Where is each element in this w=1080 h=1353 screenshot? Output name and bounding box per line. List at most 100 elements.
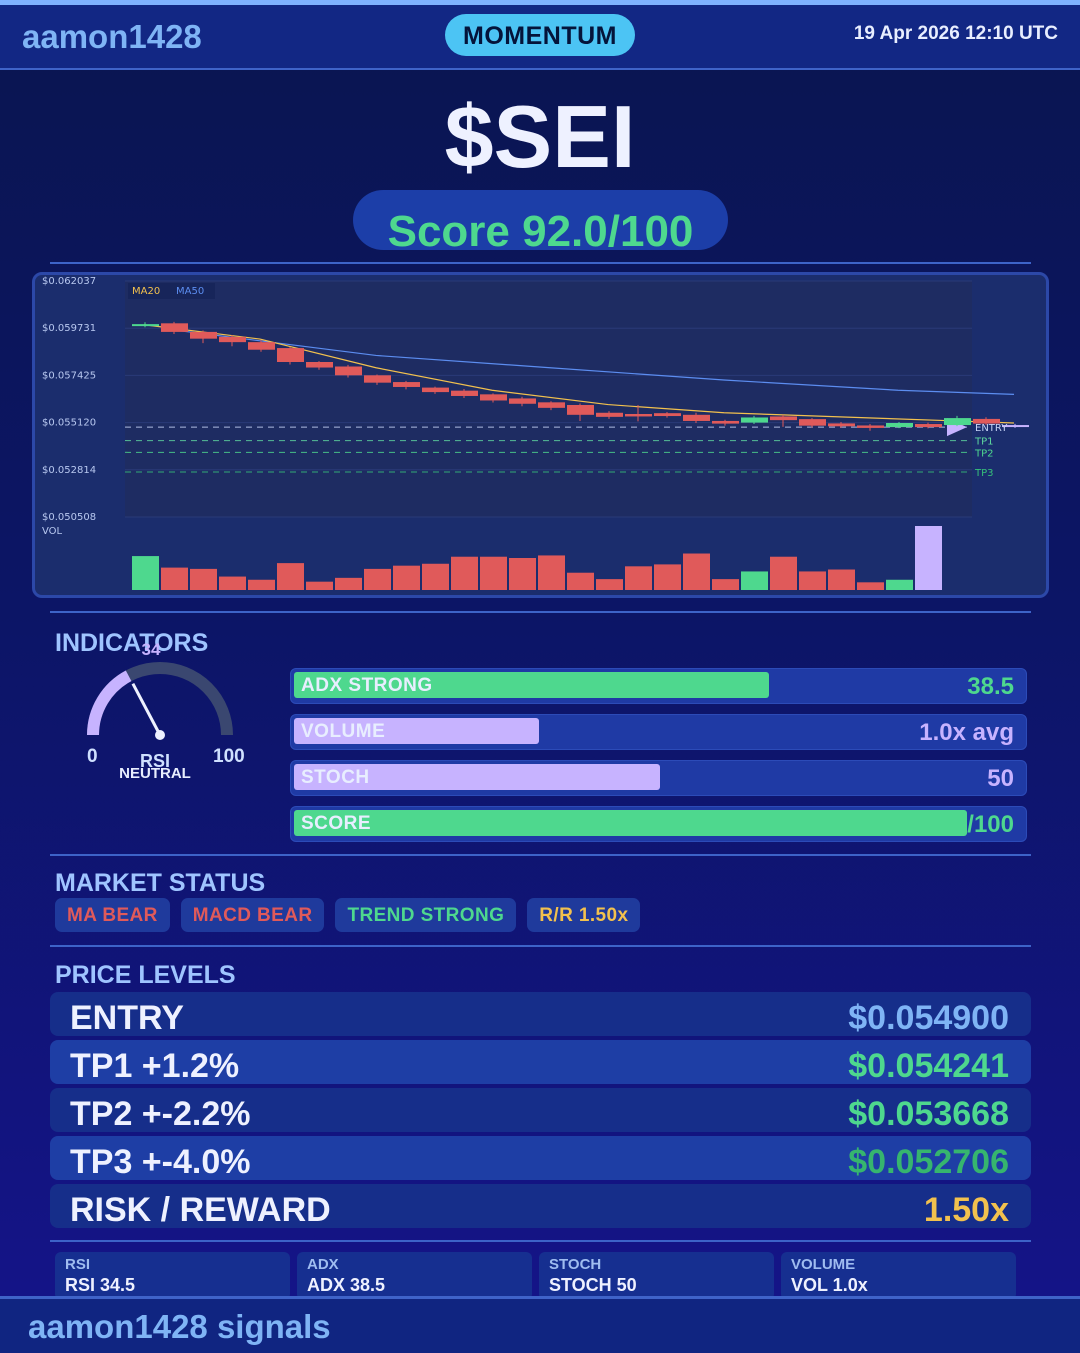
rsi-gauge — [87, 662, 233, 740]
price-chart: $0.062037 $0.059731 $0.057425 $0.055120 $0.0… — [32, 272, 1049, 598]
stat-title: STOCH — [549, 1256, 602, 1273]
volume-bar — [422, 563, 449, 590]
gauge-track — [87, 662, 233, 736]
legend-ma50: MA50 — [176, 286, 204, 297]
price-axis-label: $0.057425 — [42, 370, 96, 381]
chip-macd: MACD BEAR — [180, 898, 325, 932]
level-label-entry: ENTRY — [975, 423, 1008, 434]
volume-bar — [306, 581, 333, 590]
price-levels-title: PRICE LEVELS — [55, 961, 236, 989]
volume-bar — [248, 579, 275, 590]
divider — [50, 1240, 1031, 1242]
row-label: TP1 +1.2% — [70, 1047, 240, 1085]
divider — [50, 262, 1031, 264]
volume-bar — [393, 565, 420, 590]
price-row-tp3: TP3 +-4.0% $0.052706 — [50, 1136, 1031, 1181]
candle — [306, 362, 333, 368]
row-value: $0.053668 — [848, 1095, 1009, 1133]
row-label: TP2 +-2.2% — [70, 1095, 251, 1133]
gauge-max: 100 — [213, 746, 245, 767]
volume-bar — [828, 569, 855, 590]
candle — [567, 404, 594, 415]
candle — [1002, 425, 1029, 428]
volume-bar — [915, 526, 942, 590]
bar-value: 38.5 — [967, 673, 1014, 700]
candle — [422, 387, 449, 393]
candle — [886, 423, 913, 428]
candle — [277, 348, 304, 363]
candle — [712, 420, 739, 424]
rsi-state: NEUTRAL — [119, 765, 191, 782]
row-label: TP3 +-4.0% — [70, 1143, 251, 1181]
level-label-tp3: TP3 — [974, 468, 994, 479]
bar-fill — [294, 672, 770, 698]
footer-bar — [0, 1296, 1080, 1353]
status-chips: MA BEAR MACD BEAR TREND STRONG R/R 1.50x — [55, 898, 641, 932]
ticker-symbol: $SEI — [444, 87, 636, 186]
candle — [654, 413, 681, 417]
price-axis-label: $0.052814 — [42, 465, 96, 476]
candle — [741, 417, 768, 423]
stat-card-stoch: STOCH STOCH 50 — [539, 1252, 774, 1300]
indicator-bar-adx: ADX STRONG 38.5 — [290, 668, 1027, 704]
volume-bar — [596, 579, 623, 590]
volume-bar — [364, 568, 391, 590]
price-row-entry: ENTRY $0.054900 — [50, 992, 1031, 1037]
chip-ma: MA BEAR — [55, 898, 170, 932]
volume-bar — [567, 572, 594, 590]
row-label: ENTRY — [70, 999, 184, 1037]
price-axis-label: $0.059731 — [42, 323, 96, 334]
timestamp: 19 Apr 2026 12:10 UTC — [853, 23, 1058, 44]
stat-title: ADX — [307, 1256, 339, 1273]
indicators-title: INDICATORS — [55, 629, 209, 657]
candle — [973, 418, 1000, 424]
volume-bar — [886, 579, 913, 590]
gauge-fill — [87, 670, 132, 736]
indicator-bar-score: 92/100 SCORE — [290, 806, 1027, 842]
divider — [50, 854, 1031, 856]
indicator-bar-stoch: STOCH 50 — [290, 760, 1027, 796]
level-label-tp1: TP1 — [974, 437, 994, 448]
bar-label: STOCH — [301, 767, 370, 788]
volume-bar — [538, 555, 565, 590]
volume-bar — [654, 564, 681, 590]
candlestick-chart: $0.062037 $0.059731 $0.057425 $0.055120 $0.0… — [42, 276, 1029, 590]
candle — [799, 419, 826, 426]
volume-bar — [219, 576, 246, 590]
candle — [132, 324, 159, 327]
volume-bar — [161, 567, 188, 590]
candle — [828, 423, 855, 427]
volume-bar — [770, 556, 797, 590]
score-text: Score 92.0/100 — [387, 207, 694, 250]
volume-bar — [132, 556, 159, 590]
bar-value: 1.0x avg — [919, 719, 1014, 746]
volume-bar — [712, 579, 739, 590]
candle — [335, 366, 362, 376]
stat-card-volume: VOLUME VOL 1.0x — [781, 1252, 1016, 1300]
candle — [596, 412, 623, 417]
stat-title: RSI — [65, 1256, 91, 1273]
volume-bar — [277, 563, 304, 590]
volume-bar — [509, 558, 536, 590]
stat-value: RSI 34.5 — [65, 1275, 136, 1295]
volume-bar — [799, 571, 826, 590]
legend-ma20: MA20 — [132, 286, 160, 297]
footer-brand: aamon1428 signals — [28, 1308, 331, 1345]
gauge-hub — [155, 730, 165, 740]
volume-bar — [683, 553, 710, 590]
bar-fill — [294, 810, 967, 836]
candle — [480, 394, 507, 401]
ma50-line — [172, 329, 1015, 395]
candle — [625, 413, 652, 417]
candle — [857, 425, 884, 428]
candle — [219, 336, 246, 343]
top-accent-strip — [0, 0, 1080, 5]
stat-card-rsi: RSI RSI 34.5 — [55, 1252, 290, 1300]
chip-trend: TREND STRONG — [335, 898, 517, 932]
volume-bar — [451, 556, 478, 590]
mode-badge: MOMENTUM — [445, 14, 635, 56]
candle — [393, 382, 420, 387]
row-value: $0.054900 — [848, 999, 1009, 1037]
indicator-bar-volume: VOLUME 1.0x avg — [290, 714, 1027, 750]
row-value: 1.50x — [923, 1191, 1009, 1229]
